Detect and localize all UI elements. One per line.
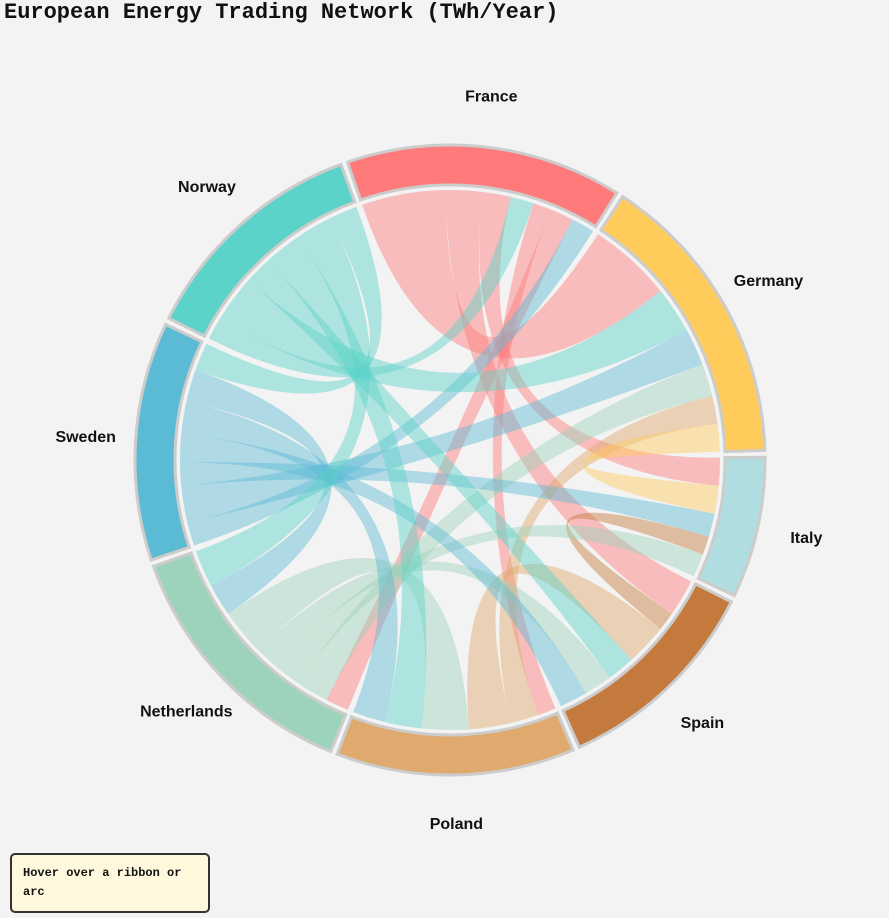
- ribbon: [268, 236, 427, 729]
- group-label: Sweden: [55, 429, 115, 446]
- group-arc: [166, 162, 357, 339]
- group-label: Poland: [430, 816, 483, 833]
- ribbon: [208, 196, 534, 378]
- ribbon: [248, 260, 632, 678]
- ribbon: [492, 203, 556, 716]
- ribbon: [566, 512, 709, 629]
- chart-title: European Energy Trading Network (TWh/Yea…: [4, 0, 559, 25]
- ribbon: [187, 219, 594, 546]
- group-arc: [598, 194, 767, 454]
- ribbon: [228, 557, 469, 730]
- group-label: France: [465, 89, 518, 106]
- group-arc: [345, 143, 619, 229]
- ribbon: [279, 525, 703, 684]
- ribbon: [180, 434, 587, 707]
- group-arc: [133, 322, 204, 562]
- ribbon: [220, 280, 687, 393]
- group-label: Netherlands: [140, 704, 233, 721]
- ribbon: [445, 190, 692, 614]
- group-label: Italy: [790, 530, 822, 547]
- ribbon: [181, 401, 398, 722]
- group-label: Spain: [681, 715, 725, 732]
- tooltip: Hover over a ribbon or arc: [10, 853, 210, 913]
- ribbon: [362, 190, 661, 359]
- ribbon: [186, 369, 332, 614]
- group-label: Norway: [178, 179, 236, 196]
- ribbon: [479, 192, 720, 486]
- ribbons: [180, 190, 720, 730]
- ribbon: [326, 209, 573, 710]
- ribbon: [499, 395, 718, 724]
- ribbon: [180, 462, 715, 537]
- group-arc: [151, 551, 348, 754]
- ribbon: [298, 364, 713, 701]
- ribbon: [195, 206, 382, 394]
- group-arc: [335, 711, 576, 777]
- ribbon: [583, 423, 720, 514]
- group-arc: [696, 455, 767, 598]
- group-label: Germany: [734, 273, 803, 290]
- ribbon: [258, 561, 610, 694]
- ribbon: [467, 563, 661, 730]
- ribbon: [195, 217, 371, 586]
- group-arc: [560, 581, 734, 750]
- ribbon: [181, 330, 703, 524]
